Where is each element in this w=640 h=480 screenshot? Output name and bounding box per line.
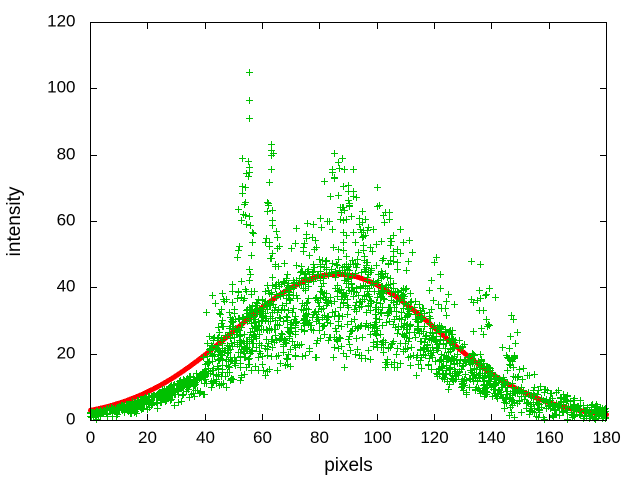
svg-text:80: 80 bbox=[310, 428, 329, 447]
svg-text:40: 40 bbox=[57, 277, 76, 296]
svg-text:120: 120 bbox=[47, 12, 75, 31]
svg-text:120: 120 bbox=[420, 428, 448, 447]
svg-text:intensity: intensity bbox=[4, 186, 25, 256]
svg-text:160: 160 bbox=[535, 428, 563, 447]
svg-text:0: 0 bbox=[66, 410, 75, 429]
svg-text:60: 60 bbox=[57, 211, 76, 230]
svg-text:80: 80 bbox=[57, 145, 76, 164]
svg-text:pixels: pixels bbox=[324, 455, 373, 476]
svg-text:20: 20 bbox=[138, 428, 157, 447]
svg-text:0: 0 bbox=[86, 428, 95, 447]
svg-text:100: 100 bbox=[47, 78, 75, 97]
svg-text:40: 40 bbox=[196, 428, 215, 447]
svg-text:60: 60 bbox=[253, 428, 272, 447]
svg-text:100: 100 bbox=[363, 428, 391, 447]
svg-text:20: 20 bbox=[57, 344, 76, 363]
svg-text:180: 180 bbox=[592, 428, 620, 447]
svg-text:140: 140 bbox=[477, 428, 505, 447]
